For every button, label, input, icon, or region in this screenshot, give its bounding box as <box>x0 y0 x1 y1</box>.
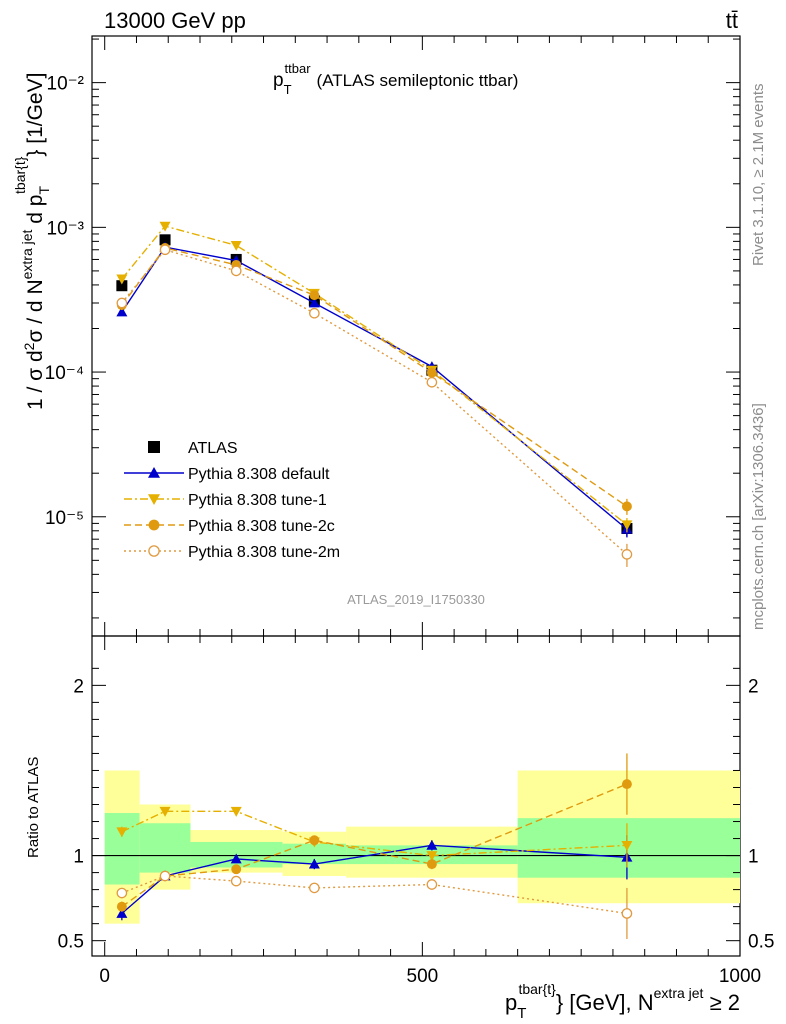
ratio-point <box>309 882 320 894</box>
ratio-axis-ticks: 0.5 0.5 1 1 2 2 0 500 1000 <box>58 636 774 987</box>
ratio-y-axis-label: Ratio to ATLAS <box>25 757 42 858</box>
main-point <box>116 280 128 292</box>
main-series-layer <box>116 221 633 567</box>
ratio-point <box>116 901 127 912</box>
main-point <box>159 234 171 246</box>
legend-marker <box>148 494 160 505</box>
main-axis-ticks: 10⁻⁵ 10⁻⁴ 10⁻³ 10⁻² <box>45 36 741 636</box>
ratio-stat-band-3 <box>282 843 347 865</box>
legend-label: Pythia 8.308 default <box>188 466 330 483</box>
main-series-line <box>121 225 628 526</box>
legend-marker <box>148 545 160 557</box>
x-tick-label: 0 <box>99 966 110 987</box>
plot-title: pTttbar(ATLAS semileptonic ttbar) <box>273 61 518 97</box>
legend-label: Pythia 8.308 tune-2m <box>188 544 340 561</box>
main-point <box>621 520 633 531</box>
main-point <box>116 297 128 309</box>
ratio-point <box>308 858 320 869</box>
ratio-point <box>116 827 128 838</box>
legend-marker <box>148 467 160 478</box>
main-point <box>426 376 438 388</box>
main-y-tick-label: 10⁻² <box>47 74 85 95</box>
main-series-4 <box>116 244 633 567</box>
x-tick-label: 500 <box>407 966 439 987</box>
mcplots-label: mcplots.cern.ch [arXiv:1306.3436] <box>750 403 767 630</box>
energy-label: 13000 GeV pp <box>104 8 246 33</box>
ratio-point <box>621 779 632 790</box>
rivet-label: Rivet 3.1.10, ≥ 2.1M events <box>750 84 767 267</box>
ratio-point <box>426 851 438 862</box>
analysis-id: ATLAS_2019_I1750330 <box>347 592 485 607</box>
ratio-series-line <box>121 875 628 915</box>
main-point <box>426 367 437 378</box>
main-series-line <box>121 247 628 507</box>
ratio-point <box>230 806 242 817</box>
ratio-point <box>159 870 171 882</box>
main-point <box>230 241 242 251</box>
ratio-point <box>426 879 438 890</box>
main-y-tick-label: 10⁻³ <box>47 218 85 239</box>
ratio-stat-band-0 <box>104 813 140 885</box>
ratio-stat-band-1 <box>139 823 191 873</box>
main-point <box>159 221 171 232</box>
ratio-y-tick-label-right: 1 <box>748 847 759 868</box>
main-point <box>230 265 242 277</box>
main-point <box>159 244 171 256</box>
main-series-line <box>121 248 628 555</box>
ratio-series-layer <box>116 753 633 939</box>
main-y-axis-label: 1 / σ d2σ / d Nextra jet d pTtbar{t}} [1… <box>12 73 52 410</box>
ratio-point <box>621 840 633 851</box>
x-tick-label: 1000 <box>719 966 761 987</box>
main-point <box>309 290 320 301</box>
ratio-point <box>621 908 633 919</box>
process-label: tt̄ <box>726 8 738 33</box>
ratio-point <box>230 875 242 887</box>
ratio-point <box>309 835 320 846</box>
main-series-2 <box>116 221 633 533</box>
ratio-point <box>116 887 128 899</box>
ratio-y-tick-label-right: 2 <box>748 676 759 697</box>
main-y-tick-label: 10⁻⁴ <box>45 363 84 384</box>
legend-label: Pythia 8.308 tune-1 <box>188 492 327 509</box>
ratio-series-line <box>121 783 628 908</box>
legend-marker <box>148 441 160 453</box>
legend-marker <box>148 519 160 531</box>
main-point <box>116 274 128 285</box>
main-point <box>621 549 633 560</box>
ratio-point <box>159 806 171 817</box>
ratio-y-tick-label: 2 <box>73 676 84 697</box>
main-point <box>308 297 320 308</box>
ratio-point <box>231 864 242 875</box>
ratio-point <box>116 907 128 918</box>
ratio-y-tick-label: 0.5 <box>58 932 84 953</box>
ratio-point <box>426 839 438 850</box>
main-point <box>621 501 632 512</box>
ratio-stat-band-5 <box>517 818 740 878</box>
main-point <box>116 306 128 317</box>
main-point <box>309 307 320 319</box>
ratio-y-tick-label-right: 0.5 <box>748 932 774 953</box>
ratio-series-line <box>121 810 627 857</box>
ratio-point <box>426 859 437 870</box>
legend-label: ATLAS <box>188 440 238 457</box>
ratio-point <box>230 853 242 864</box>
ratio-series-3 <box>116 870 633 939</box>
ratio-uncertainty-bands <box>92 770 740 924</box>
x-axis-label: pTtbar{t}} [GeV], Nextra jet ≥ 2 <box>505 981 740 1022</box>
ratio-y-tick-label: 1 <box>73 847 84 868</box>
legend-label: Pythia 8.308 tune-2c <box>188 518 335 535</box>
ratio-series-line <box>121 844 627 914</box>
main-y-tick-label: 10⁻⁵ <box>45 508 84 529</box>
legend: ATLAS Pythia 8.308 default Pythia 8.308 tu… <box>124 440 340 561</box>
